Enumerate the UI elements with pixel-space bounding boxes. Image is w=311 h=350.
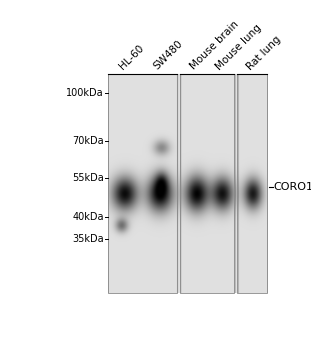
- Text: 35kDa: 35kDa: [72, 234, 104, 244]
- Text: 40kDa: 40kDa: [72, 212, 104, 222]
- Text: 55kDa: 55kDa: [72, 173, 104, 183]
- Text: CORO1A: CORO1A: [274, 182, 311, 192]
- Bar: [237, 74, 267, 293]
- Bar: [108, 74, 177, 293]
- Text: 100kDa: 100kDa: [66, 88, 104, 98]
- Text: HL-60: HL-60: [117, 43, 146, 72]
- Text: Mouse brain: Mouse brain: [189, 19, 241, 72]
- Text: Rat lung: Rat lung: [244, 34, 282, 72]
- Text: Mouse lung: Mouse lung: [214, 22, 264, 72]
- Text: SW480: SW480: [152, 39, 185, 72]
- Text: 70kDa: 70kDa: [72, 136, 104, 146]
- Bar: [180, 74, 234, 293]
